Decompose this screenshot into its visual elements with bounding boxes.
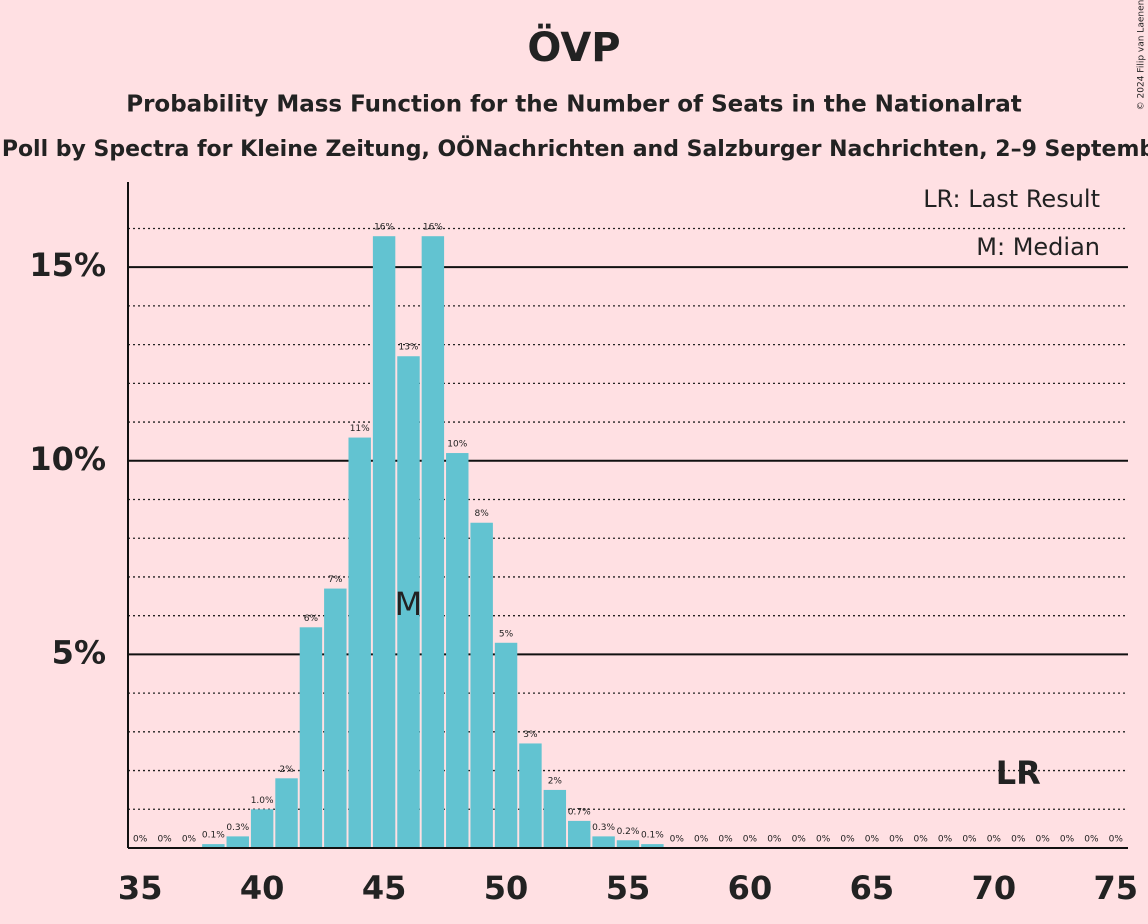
value-label: 2% [279, 765, 294, 775]
value-label: 0% [938, 835, 953, 845]
value-label: 8% [475, 509, 490, 519]
value-label: 0% [1109, 835, 1124, 845]
value-label: 5% [499, 629, 514, 639]
legend-entry: LR: Last Result [923, 185, 1100, 213]
value-label: 16% [423, 223, 443, 233]
value-label: 0% [962, 835, 977, 845]
bar [616, 840, 640, 848]
bar [299, 627, 323, 848]
value-label: 0% [133, 835, 148, 845]
x-tick-label: 75 [1094, 869, 1139, 907]
bar [494, 642, 518, 848]
value-label: 0% [816, 835, 831, 845]
bar [226, 836, 249, 848]
value-label: 6% [304, 614, 319, 624]
x-tick-label: 40 [240, 869, 285, 907]
value-label: 0% [670, 835, 685, 845]
bar [275, 778, 298, 848]
value-label: 0% [792, 835, 807, 845]
x-tick-label: 65 [850, 869, 895, 907]
value-label: 0% [1035, 835, 1050, 845]
bar [592, 836, 615, 848]
value-label: 0.2% [617, 827, 640, 837]
value-label: 1.0% [251, 796, 274, 806]
bar [641, 844, 664, 848]
value-label: 0% [987, 835, 1002, 845]
value-label: 16% [374, 223, 394, 233]
bar [568, 820, 591, 848]
value-label: 0.3% [226, 823, 249, 833]
value-label: 13% [398, 343, 418, 353]
x-tick-label: 60 [728, 869, 773, 907]
value-label: 0.1% [641, 831, 664, 841]
value-label: 0% [182, 835, 197, 845]
value-label: 0.1% [202, 831, 225, 841]
x-tick-label: 55 [606, 869, 651, 907]
y-tick-label: 5% [52, 633, 106, 671]
x-tick-label: 50 [484, 869, 529, 907]
median-marker: M [395, 585, 423, 623]
copyright: © 2024 Filip van Laenen [1137, 0, 1147, 110]
value-label: 7% [328, 575, 343, 585]
value-label: 3% [523, 730, 538, 740]
x-tick-label: 45 [362, 869, 407, 907]
value-label: 0% [694, 835, 709, 845]
chart-subtitle: Probability Mass Function for the Number… [126, 92, 1022, 118]
value-label: 11% [350, 424, 370, 434]
x-tick-label: 35 [118, 869, 163, 907]
value-label: 0% [840, 835, 855, 845]
bar [250, 809, 274, 848]
value-label: 0% [1011, 835, 1026, 845]
value-label: 0.7% [568, 807, 591, 817]
bar [470, 522, 493, 848]
value-label: 2% [548, 776, 563, 786]
value-label: 0% [718, 835, 733, 845]
y-tick-label: 15% [29, 246, 106, 284]
chart-subtitle-2: Opinion Poll by Spectra for Kleine Zeitu… [0, 136, 1148, 162]
value-label: 0% [767, 835, 782, 845]
x-tick-label: 70 [972, 869, 1017, 907]
bar [348, 437, 371, 848]
y-tick-label: 10% [29, 440, 106, 478]
bar [543, 789, 567, 848]
bar [324, 588, 347, 848]
value-label: 0% [889, 835, 904, 845]
legend-entry: M: Median [976, 233, 1100, 261]
bar [372, 236, 396, 849]
last-result-marker: LR [996, 754, 1041, 792]
value-label: 10% [447, 440, 467, 450]
bar [519, 743, 542, 848]
bar [446, 453, 469, 848]
bar [421, 236, 445, 849]
value-label: 0% [743, 835, 758, 845]
chart-title: ÖVP [527, 23, 620, 71]
bar [202, 844, 225, 848]
value-label: 0% [865, 835, 880, 845]
value-label: 0% [1060, 835, 1075, 845]
bar [397, 356, 420, 848]
value-label: 0% [914, 835, 929, 845]
value-label: 0% [157, 835, 172, 845]
value-label: 0.3% [592, 823, 615, 833]
value-label: 0% [1084, 835, 1099, 845]
